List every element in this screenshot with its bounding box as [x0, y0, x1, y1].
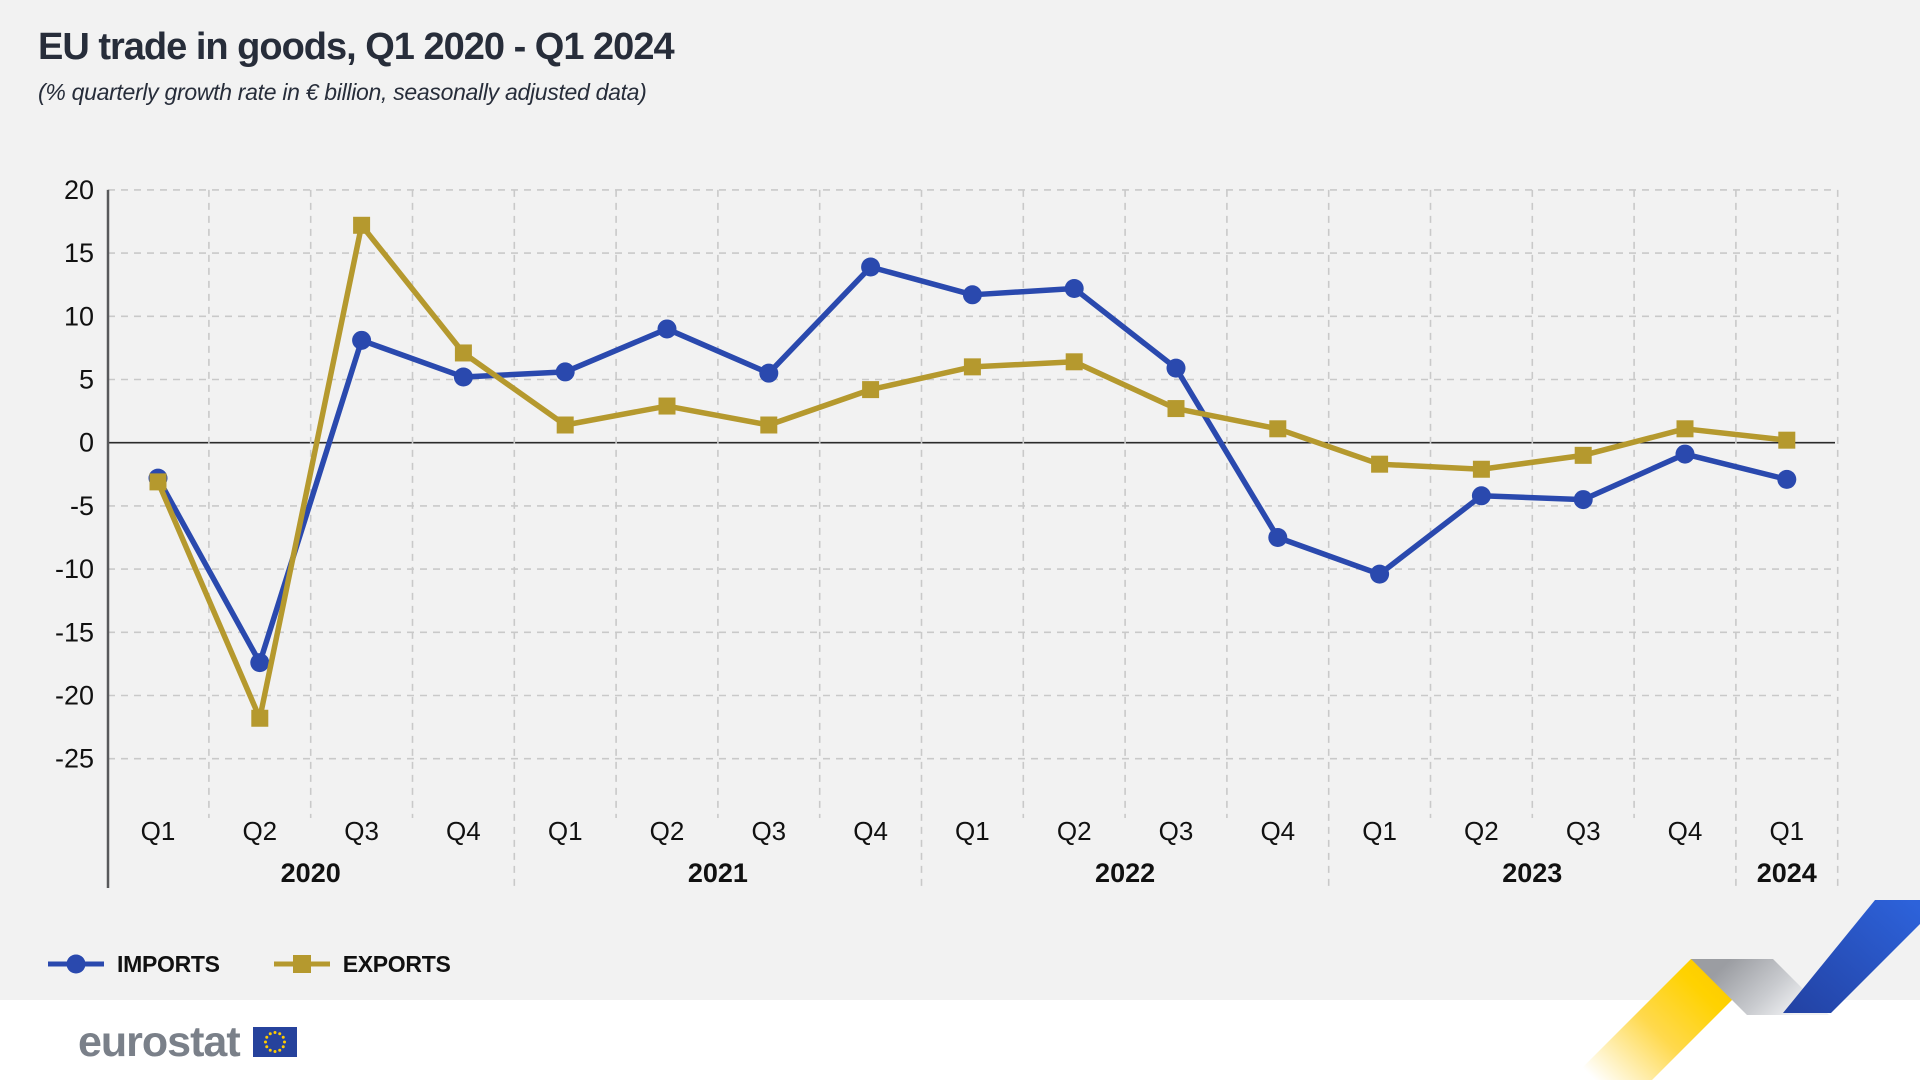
svg-text:-15: -15 — [55, 617, 94, 647]
svg-text:Q2: Q2 — [650, 816, 685, 846]
svg-text:Q4: Q4 — [1260, 816, 1295, 846]
page-title: EU trade in goods, Q1 2020 - Q1 2024 — [38, 26, 675, 68]
svg-text:Q4: Q4 — [853, 816, 888, 846]
svg-text:Q1: Q1 — [548, 816, 583, 846]
eu-flag-icon — [252, 1027, 297, 1057]
chart-header: EU trade in goods, Q1 2020 - Q1 2024 (% … — [38, 26, 675, 106]
page-subtitle: (% quarterly growth rate in € billion, s… — [38, 78, 647, 105]
svg-text:Q2: Q2 — [242, 816, 277, 846]
legend-item-imports: IMPORTS — [46, 951, 220, 978]
svg-text:Q3: Q3 — [751, 816, 786, 846]
svg-text:5: 5 — [79, 365, 94, 395]
svg-text:2020: 2020 — [281, 858, 341, 888]
eurostat-logo-text: eurostat — [78, 1017, 241, 1066]
decorative-ribbon-graphic — [1570, 900, 1920, 1080]
svg-text:0: 0 — [79, 428, 94, 458]
legend: IMPORTS EXPORTS — [46, 946, 451, 982]
svg-text:-25: -25 — [55, 744, 94, 774]
legend-label-exports: EXPORTS — [342, 950, 451, 977]
svg-text:-10: -10 — [55, 554, 94, 584]
svg-text:Q3: Q3 — [1566, 816, 1601, 846]
svg-text:2024: 2024 — [1757, 858, 1817, 888]
svg-text:10: 10 — [64, 301, 94, 331]
imports-line-marker-icon — [48, 954, 104, 974]
svg-text:2023: 2023 — [1502, 858, 1562, 888]
eurostat-logo: eurostat — [78, 1018, 297, 1066]
svg-text:Q4: Q4 — [1668, 816, 1703, 846]
svg-text:Q4: Q4 — [446, 816, 481, 846]
svg-text:Q1: Q1 — [141, 816, 176, 846]
svg-text:Q2: Q2 — [1057, 816, 1092, 846]
svg-text:2021: 2021 — [688, 858, 748, 888]
svg-text:Q2: Q2 — [1464, 816, 1499, 846]
svg-text:Q1: Q1 — [955, 816, 990, 846]
svg-text:Q3: Q3 — [1159, 816, 1194, 846]
exports-line-marker-icon — [273, 955, 330, 973]
svg-text:Q1: Q1 — [1769, 816, 1804, 846]
svg-text:Q1: Q1 — [1362, 816, 1397, 846]
svg-text:15: 15 — [64, 238, 94, 268]
svg-text:-5: -5 — [70, 491, 94, 521]
legend-item-exports: EXPORTS — [272, 951, 451, 978]
svg-text:2022: 2022 — [1095, 858, 1155, 888]
svg-text:Q3: Q3 — [344, 816, 379, 846]
ribbon-blue-band — [1783, 900, 1920, 1013]
legend-label-imports: IMPORTS — [117, 950, 220, 977]
svg-text:-20: -20 — [55, 681, 94, 711]
svg-text:20: 20 — [64, 175, 94, 205]
